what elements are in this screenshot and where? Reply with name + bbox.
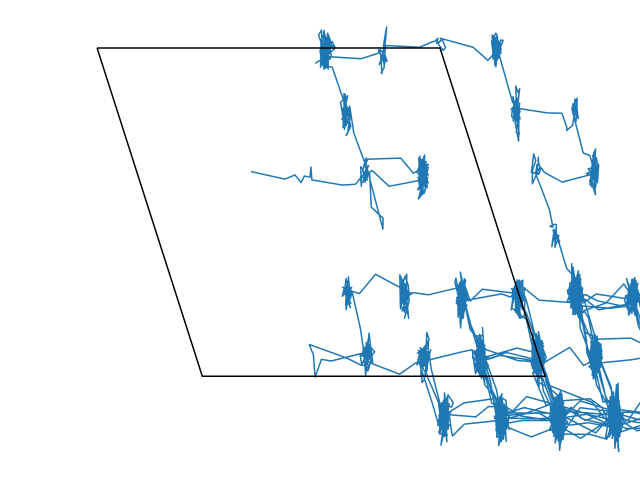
trajectory-line bbox=[250, 26, 640, 453]
unit-cell-outline bbox=[96, 47, 547, 377]
trajectory-layer bbox=[250, 26, 640, 453]
unit-cell-layer bbox=[96, 47, 547, 377]
